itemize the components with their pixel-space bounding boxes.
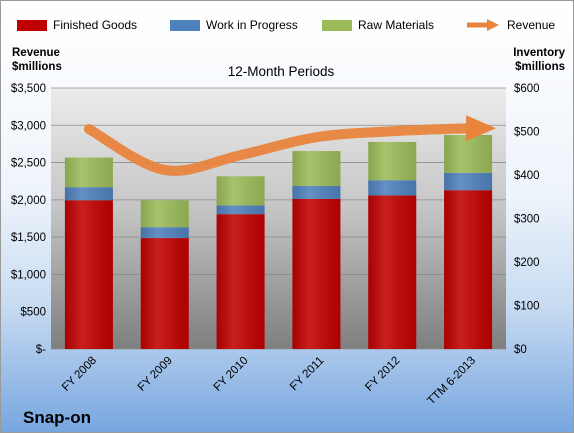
bar-shading [216, 176, 265, 206]
x-axis-ticks: FY 2008 FY 2009 FY 2010 FY 2011 FY 2012 TTM 6… [60, 355, 478, 408]
legend-label: Raw Materials [358, 18, 435, 32]
revenue-line-path [83, 123, 474, 176]
legend-item-work-in-progress: Work in Progress [170, 17, 298, 33]
bar-shading [216, 205, 265, 215]
left-axis-ticks: $- $500 $1,000 $1,500 $2,000 $2,500 $3,000 $3,5… [11, 83, 46, 356]
left-tick-label: $1,000 [11, 269, 46, 281]
x-tick-label: FY 2011 [288, 355, 326, 393]
bar-shading [216, 214, 265, 349]
bar-shading [368, 180, 417, 196]
company-name: Snap-on [23, 408, 91, 427]
legend-item-finished-goods: Finished Goods [17, 17, 137, 33]
bar-shading [444, 172, 493, 191]
bars [64, 134, 493, 349]
left-axis-title: Revenue $millions [12, 47, 62, 73]
bar-shading [64, 187, 113, 201]
bar-shading [140, 227, 189, 239]
right-tick-label: $500 [514, 127, 540, 139]
left-tick-label: $2,000 [11, 195, 46, 207]
x-tick-label: FY 2010 [212, 355, 251, 394]
right-axis-ticks: $0 $100 $200 $300 $400 $500 $600 [514, 83, 540, 356]
left-tick-label: $1,500 [11, 232, 46, 244]
bar-shading [292, 151, 341, 186]
legend-label: Work in Progress [206, 18, 298, 32]
legend-swatch [322, 19, 352, 31]
right-axis-title: Inventory $millions [513, 47, 565, 73]
x-tick-label: FY 2009 [136, 355, 175, 394]
right-tick-label: $100 [514, 301, 540, 313]
left-tick-label: $- [36, 344, 46, 356]
bar-shading [64, 200, 113, 349]
bar-shading [368, 141, 417, 181]
legend-swatch [17, 19, 47, 31]
right-tick-label: $400 [514, 170, 540, 182]
bar-shading [368, 195, 417, 349]
revenue-line [83, 115, 497, 176]
left-tick-label: $2,500 [11, 158, 46, 170]
chart-subtitle: 12-Month Periods [227, 64, 335, 79]
x-tick-label: FY 2008 [60, 355, 99, 394]
left-tick-label: $500 [20, 307, 46, 319]
bar-shading [292, 198, 341, 349]
x-tick-label: FY 2012 [363, 355, 402, 394]
left-tick-label: $3,000 [11, 120, 46, 132]
bar-shading [140, 200, 189, 228]
right-tick-label: $0 [514, 344, 527, 356]
bar-shading [140, 238, 189, 349]
legend-swatch [170, 19, 200, 31]
right-tick-label: $600 [514, 83, 540, 95]
right-tick-label: $300 [514, 214, 540, 226]
legend-label: Finished Goods [53, 18, 138, 32]
bar-shading [444, 190, 493, 349]
left-tick-label: $3,500 [11, 83, 46, 95]
revenue-arrowhead [466, 115, 497, 142]
legend-arrow-icon [467, 19, 499, 31]
legend-label: Revenue [507, 18, 556, 32]
legend-item-raw-materials: Raw Materials [322, 17, 434, 33]
legend: Finished Goods Work in Progress Raw Mate… [17, 17, 557, 33]
legend-item-revenue: Revenue [465, 17, 555, 33]
bar-shading [64, 157, 113, 188]
bar-shading [292, 185, 341, 199]
x-tick-label: TTM 6-2013 [425, 355, 478, 408]
right-tick-label: $200 [514, 257, 540, 269]
bar-shading [444, 134, 493, 173]
